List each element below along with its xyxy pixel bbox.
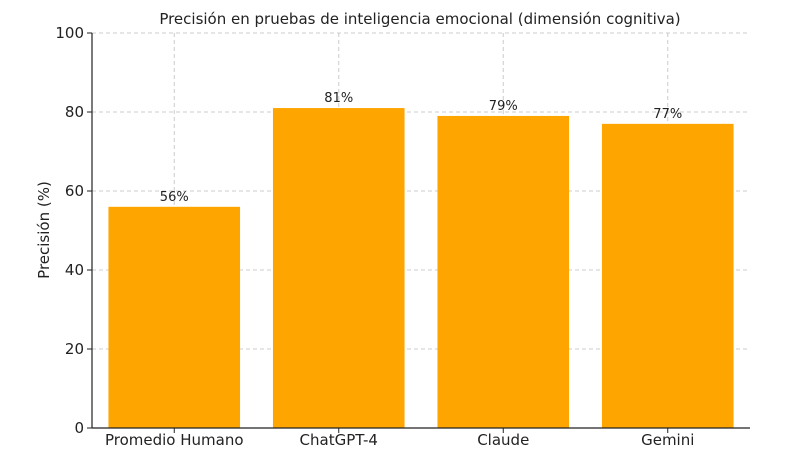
y-tick-label: 60 bbox=[65, 182, 84, 200]
y-tick-label: 0 bbox=[74, 419, 84, 437]
x-gridlines bbox=[173, 33, 669, 428]
data-label: 77% bbox=[653, 107, 682, 122]
data-label: 56% bbox=[160, 190, 189, 205]
x-tick-label: Promedio Humano bbox=[105, 431, 244, 449]
y-tick-labels: 0 20 40 60 80 100 bbox=[55, 24, 84, 437]
chart-title: Precisión en pruebas de inteligencia emo… bbox=[159, 10, 680, 28]
bar bbox=[437, 115, 570, 428]
y-axis-label: Precisión (%) bbox=[35, 181, 53, 279]
y-tick-label: 40 bbox=[65, 261, 84, 279]
bar bbox=[601, 123, 734, 428]
bar bbox=[272, 108, 405, 429]
x-tick-label: Claude bbox=[477, 431, 529, 449]
x-tick-label: Gemini bbox=[641, 431, 694, 449]
y-tick-label: 80 bbox=[65, 103, 84, 121]
data-label: 79% bbox=[489, 99, 518, 114]
x-tick-labels: Promedio Humano ChatGPT-4 Claude Gemini bbox=[105, 431, 694, 449]
bars bbox=[108, 108, 734, 429]
data-label: 81% bbox=[324, 91, 353, 106]
axes bbox=[87, 32, 750, 433]
data-labels: 56% 81% 79% 77% bbox=[160, 91, 682, 205]
y-tick-label: 100 bbox=[55, 24, 84, 42]
bar bbox=[108, 206, 241, 428]
y-tick-label: 20 bbox=[65, 340, 84, 358]
x-tick-label: ChatGPT-4 bbox=[300, 431, 378, 449]
